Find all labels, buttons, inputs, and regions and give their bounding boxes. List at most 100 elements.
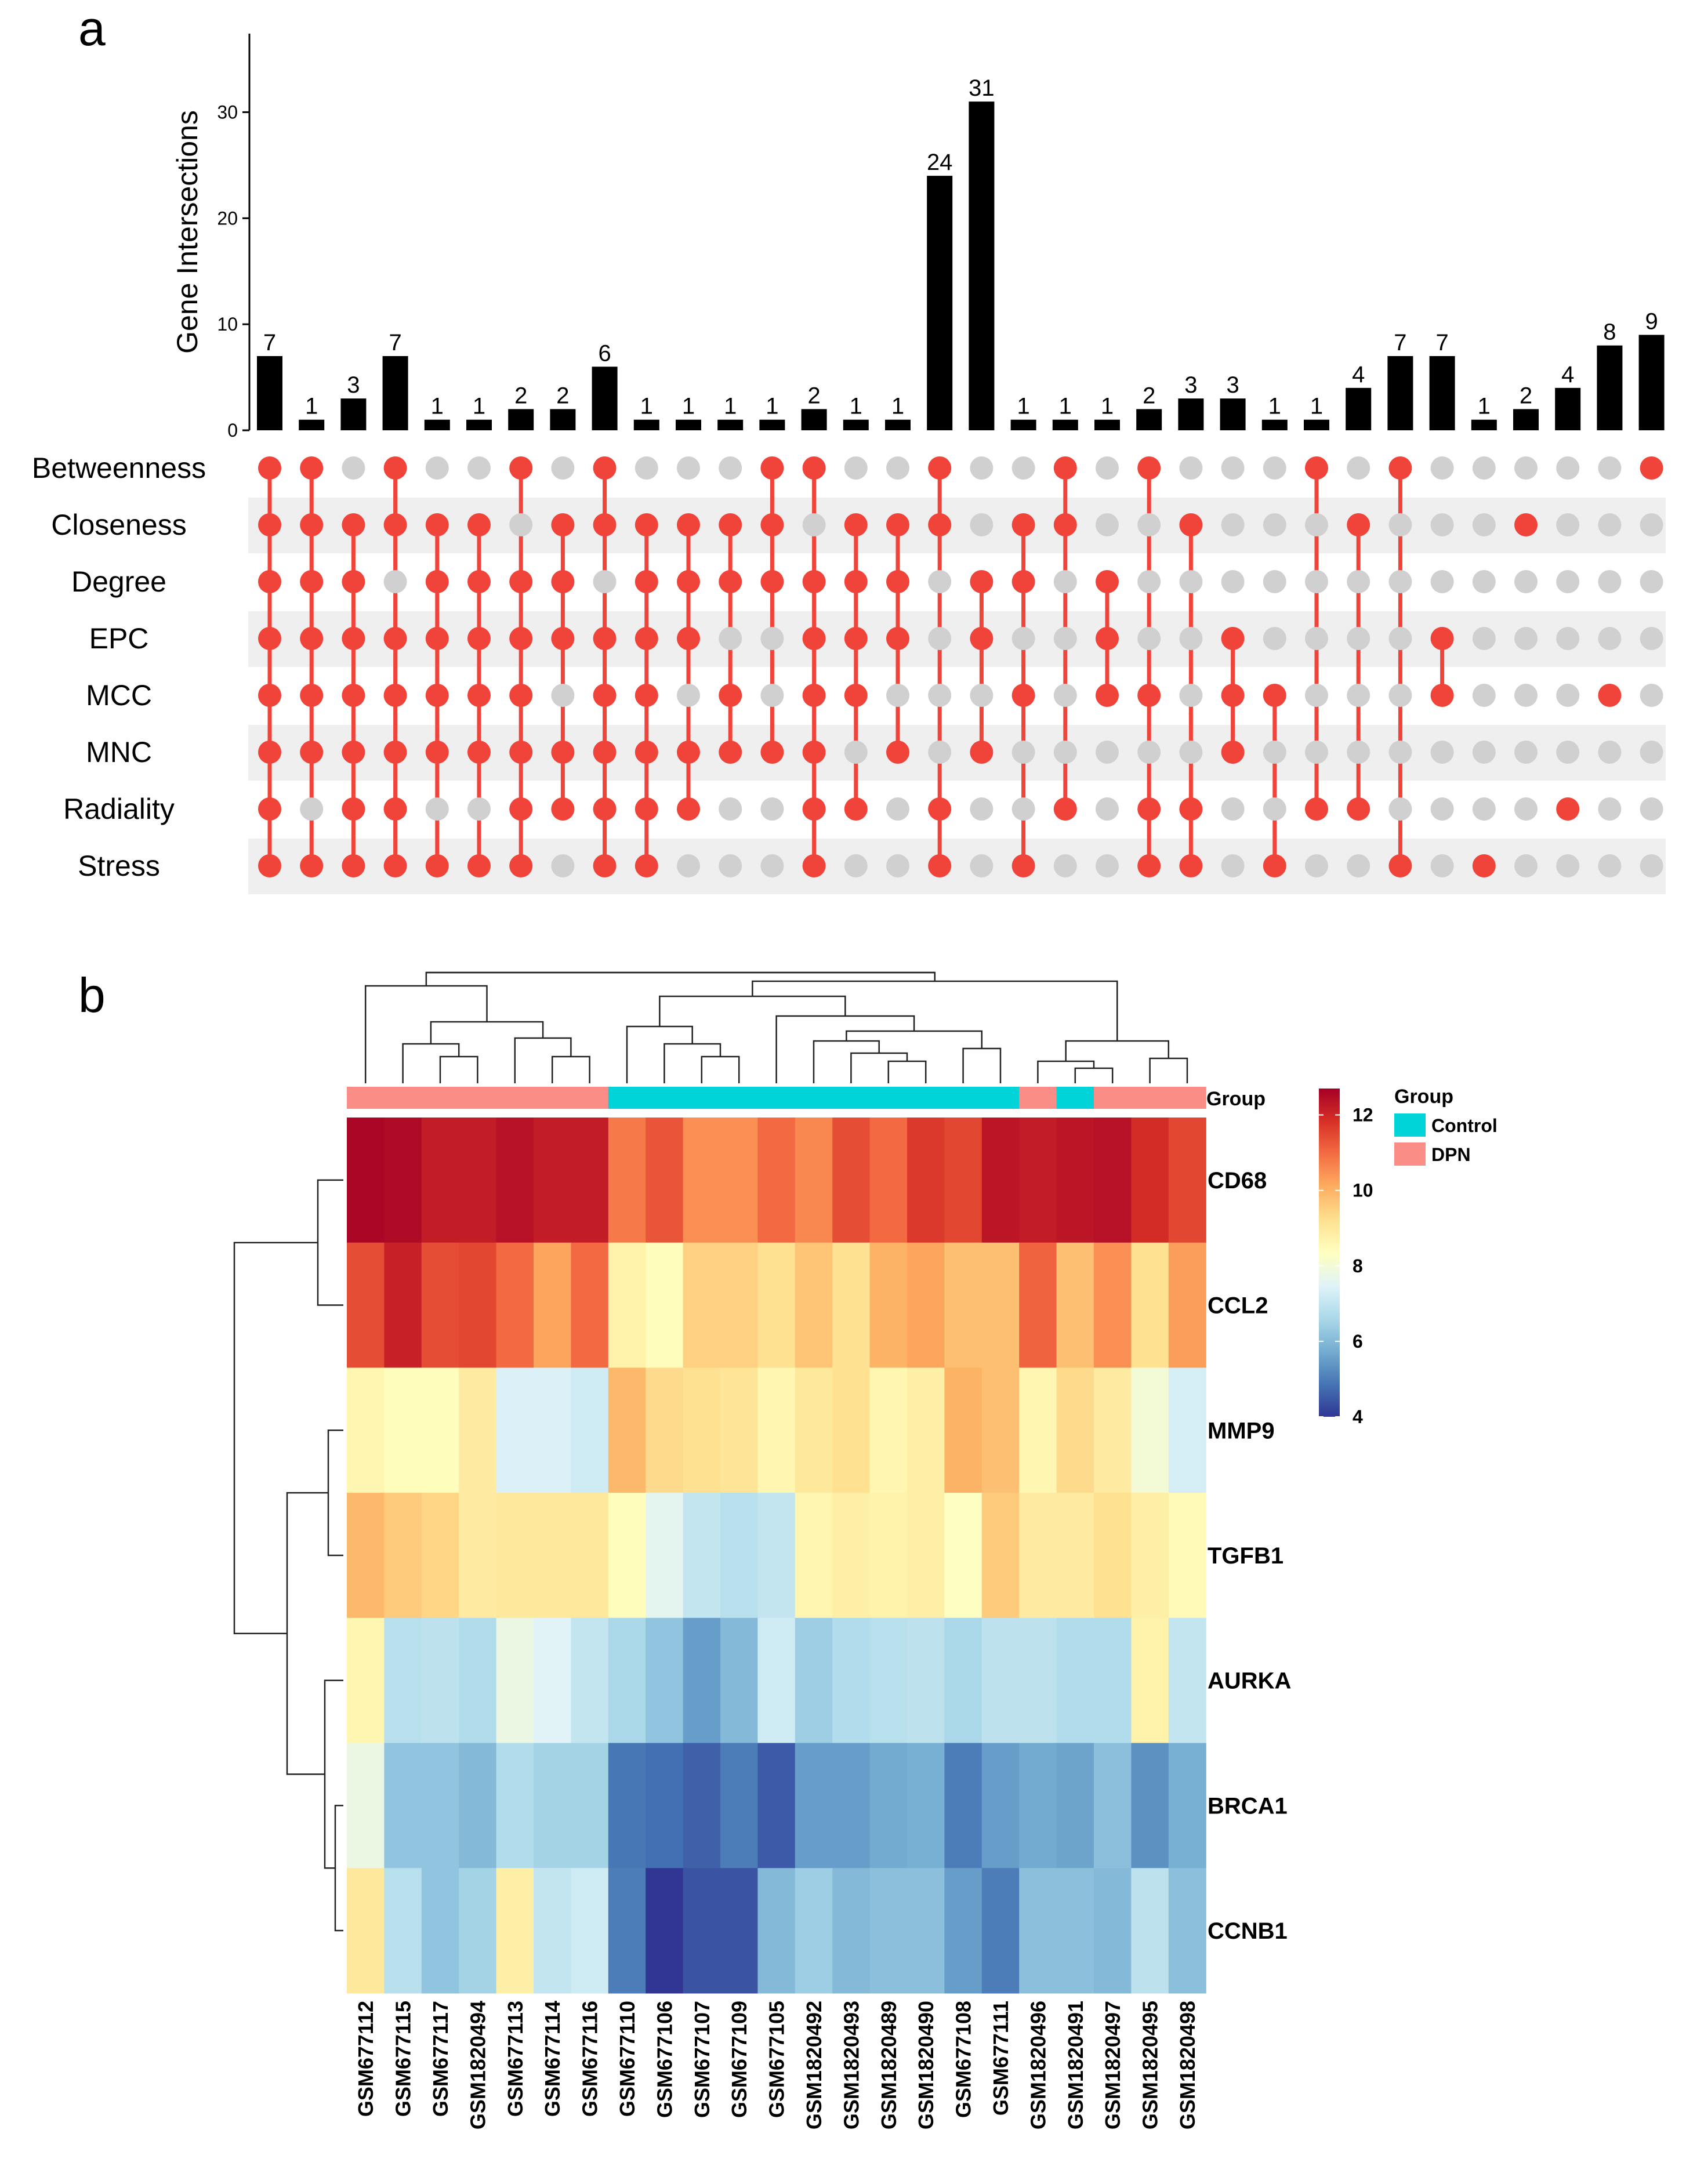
matrix-dot-active (342, 854, 365, 877)
heatmap-cell (608, 1617, 646, 1744)
group-annotation-cell (1168, 1087, 1206, 1109)
matrix-dot-inactive (1388, 570, 1412, 593)
row-dendrogram-branch (286, 1492, 328, 1775)
matrix-dot-active (342, 513, 365, 536)
heatmap-cell (571, 1118, 609, 1243)
matrix-dot-inactive (1096, 797, 1119, 821)
bar (1261, 419, 1288, 430)
set-label: EPC (89, 622, 149, 655)
heatmap-cell (683, 1617, 721, 1744)
matrix-dot-inactive (1472, 684, 1496, 707)
matrix-dot-inactive (1640, 570, 1663, 593)
matrix-dot-active (551, 570, 575, 593)
matrix-dot-inactive (719, 797, 742, 821)
colorbar-tick-label: 12 (1353, 1105, 1373, 1126)
group-annotation-cell (496, 1087, 534, 1109)
heatmap-cell (1168, 1617, 1206, 1744)
matrix-dot-inactive (760, 684, 784, 707)
heatmap-cell (534, 1118, 571, 1243)
matrix-dot-active (970, 741, 994, 764)
heatmap-cell (832, 1367, 871, 1493)
colorbar (1319, 1089, 1340, 1417)
matrix-dot-inactive (1640, 513, 1663, 536)
matrix-dot-active (258, 741, 281, 764)
bar-value-label: 2 (514, 383, 527, 408)
bar (1555, 387, 1581, 430)
matrix-dot-active (928, 456, 952, 480)
heatmap-cell (869, 1118, 908, 1243)
matrix-dot-inactive (1053, 627, 1077, 650)
heatmap-cell (981, 1118, 1020, 1243)
group-annotation-cell (1056, 1087, 1094, 1109)
group-annotation-cell (421, 1087, 459, 1109)
group-annotation-cell (384, 1087, 422, 1109)
matrix-dot-active (383, 627, 407, 650)
matrix-dot-inactive (1137, 741, 1161, 764)
column-dendrogram-branch (701, 1055, 740, 1083)
matrix-dot-inactive (1472, 797, 1496, 821)
group-annotation-cell (869, 1087, 908, 1109)
matrix-dot-active (634, 513, 658, 536)
matrix-dot-inactive (886, 456, 909, 480)
heatmap-cell (421, 1617, 459, 1744)
row-dendrogram-branch (334, 1805, 343, 1932)
row-dendrogram-branch (317, 1179, 343, 1306)
group-bar-label: Group (1206, 1088, 1266, 1110)
matrix-dot-inactive (1556, 570, 1580, 593)
heatmap-cell (608, 1118, 646, 1243)
heatmap-cell (981, 1868, 1020, 1994)
heatmap-cell (757, 1242, 796, 1368)
matrix-dot-active (1514, 513, 1538, 536)
matrix-dot-active (886, 570, 909, 593)
heatmap-cell (646, 1367, 684, 1493)
matrix-dot-active (1347, 513, 1370, 536)
bar-value-label: 7 (263, 330, 276, 355)
matrix-dot-active (300, 684, 324, 707)
set-label: Betweenness (32, 452, 206, 484)
heatmap-cell (646, 1493, 684, 1619)
heatmap-cell (496, 1743, 534, 1869)
matrix-dot-inactive (760, 854, 784, 877)
column-label: GSM677108 (952, 2001, 976, 2118)
heatmap-cell (1168, 1493, 1206, 1619)
heatmap-cell (571, 1367, 609, 1493)
matrix-dot-active (1011, 513, 1035, 536)
heatmap-cell (1056, 1617, 1094, 1744)
matrix-dot-active (1179, 513, 1203, 536)
column-dendrogram-branch (846, 1030, 983, 1049)
matrix-dot-active (1263, 684, 1286, 707)
bar (633, 419, 659, 430)
matrix-dot-active (677, 570, 700, 593)
matrix-dot-inactive (928, 741, 952, 764)
column-label: GSM1820491 (1064, 2001, 1087, 2129)
matrix-dot-active (425, 570, 449, 593)
column-dendrogram-branch (659, 995, 846, 1026)
heatmap-cell (720, 1367, 758, 1493)
matrix-dot-inactive (844, 741, 868, 764)
matrix-dot-inactive (634, 456, 658, 480)
matrix-dot-active (928, 854, 952, 877)
bar (885, 419, 911, 430)
heatmap-cell (832, 1242, 871, 1368)
matrix-dot-active (383, 741, 407, 764)
heatmap-cell (534, 1242, 571, 1368)
column-label: GSM1820493 (839, 2001, 863, 2129)
heatmap-cell (347, 1118, 385, 1243)
column-label: GSM677107 (690, 2001, 714, 2118)
heatmap-cell (1056, 1242, 1094, 1368)
matrix-dot-active (844, 797, 868, 821)
matrix-dot-inactive (1388, 797, 1412, 821)
matrix-dot-active (551, 797, 575, 821)
matrix-dot-active (1011, 570, 1035, 593)
y-tick-label: 10 (217, 314, 238, 335)
matrix-dot-inactive (1472, 627, 1496, 650)
matrix-dot-active (802, 797, 826, 821)
matrix-dot-active (300, 854, 324, 877)
colorbar-tick-label: 8 (1353, 1256, 1363, 1276)
bar (1387, 356, 1413, 430)
matrix-dot-inactive (1011, 797, 1035, 821)
matrix-dot-inactive (1430, 854, 1454, 877)
heatmap-cell (646, 1242, 684, 1368)
heatmap-cell (459, 1118, 497, 1243)
bar-value-label: 1 (1310, 394, 1323, 419)
